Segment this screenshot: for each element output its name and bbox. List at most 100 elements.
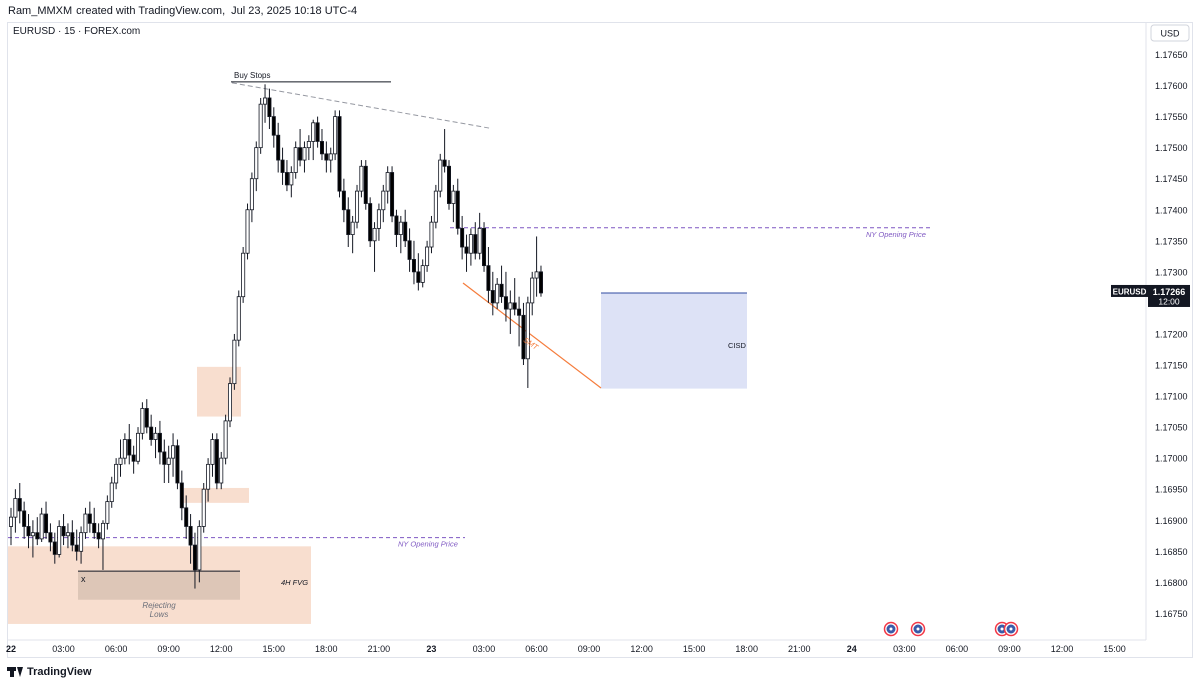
candle-body (512, 302, 517, 310)
candle-body (219, 457, 224, 484)
candle-body (403, 221, 408, 242)
candle (206, 458, 211, 502)
candle (503, 271, 508, 322)
candle-body (284, 172, 289, 186)
candle (39, 507, 44, 542)
time-tick-label: 15:00 (683, 644, 706, 654)
candle (394, 209, 399, 248)
candlestick-chart[interactable]: Buy Stops NY Opening Price NY Opening Pric… (0, 0, 1200, 658)
candle-body (372, 227, 377, 242)
price-tick-label: 1.16850 (1155, 547, 1188, 557)
time-tick-label: 21:00 (368, 644, 391, 654)
candle (17, 482, 22, 524)
tradingview-logo[interactable]: TradingView (7, 666, 92, 678)
price-tick-label: 1.17150 (1155, 361, 1188, 371)
candle-body (429, 221, 434, 248)
time-tick-label: 09:00 (998, 644, 1021, 654)
candle-body (337, 116, 342, 192)
currency-box (1150, 24, 1190, 42)
tradingview-brand: TradingView (27, 666, 92, 678)
candle (359, 160, 364, 198)
candle (482, 222, 487, 272)
candle-body (298, 147, 303, 161)
candle-body (227, 383, 232, 422)
candle (534, 236, 539, 297)
ny-opening-price-label-1: NY Opening Price (398, 540, 458, 549)
last-price-symbol: EURUSD (1113, 287, 1147, 296)
candle (140, 402, 145, 440)
tradingview-logo-icon (7, 667, 23, 677)
candle (333, 110, 338, 161)
candle (403, 209, 408, 248)
time-tick-label: 15:00 (262, 644, 285, 654)
time-tick-label: 03:00 (52, 644, 75, 654)
time-tick-label: 03:00 (473, 644, 496, 654)
candle (61, 514, 66, 546)
candle-body (57, 526, 62, 555)
candle-body (118, 457, 123, 465)
candle-body (508, 302, 513, 310)
candle-body (398, 221, 403, 235)
candle (530, 271, 535, 316)
price-tick-label: 1.17000 (1155, 454, 1188, 464)
candle (96, 523, 101, 549)
ny-opening-price-label-2: NY Opening Price (866, 230, 926, 239)
candle (109, 476, 114, 508)
candle (337, 110, 342, 198)
candle (460, 215, 465, 260)
symbol-label[interactable]: EURUSD · 15 · FOREX.com (13, 26, 141, 37)
price-tick-label: 1.17650 (1155, 50, 1188, 60)
candle-body (188, 526, 193, 546)
candle (425, 240, 430, 272)
candle (517, 296, 522, 347)
candle-body (179, 482, 184, 509)
candle (289, 166, 294, 198)
smt-line (462, 282, 602, 389)
candle-body (70, 532, 75, 546)
candle-body (105, 501, 110, 524)
candle-body (473, 234, 478, 254)
candle (451, 184, 456, 223)
candle-body (144, 408, 149, 428)
candle-body (140, 408, 145, 434)
candle (521, 302, 526, 365)
candle (175, 439, 180, 490)
candle-body (407, 240, 412, 260)
candle (368, 197, 373, 248)
last-price-countdown: 12:00 (1158, 296, 1180, 306)
candle (26, 514, 31, 549)
price-tick-label: 1.17200 (1155, 329, 1188, 339)
candle (122, 433, 127, 465)
candle (486, 247, 491, 303)
candle (74, 529, 79, 561)
candle-body (184, 507, 189, 527)
candle-body (306, 141, 311, 149)
candle-body (464, 246, 469, 254)
candle-body (455, 190, 460, 229)
time-tick-label: 06:00 (946, 644, 969, 654)
candle-body (359, 165, 364, 192)
candle (249, 172, 254, 223)
candle (48, 523, 53, 552)
candle-body (87, 513, 92, 524)
candle-body (477, 227, 482, 254)
candle-body (206, 463, 211, 490)
candle-body (376, 209, 381, 229)
candle-body (328, 153, 333, 161)
author-name[interactable]: Ram_MMXM (8, 5, 73, 17)
event-icon-dot (1000, 627, 1004, 631)
candle (420, 259, 425, 288)
candle-body (157, 432, 162, 453)
candle-body (201, 488, 206, 527)
time-tick-label: 09:00 (157, 644, 180, 654)
candle (468, 228, 473, 266)
candle (79, 526, 84, 564)
price-tick-label: 1.17600 (1155, 81, 1188, 91)
candle (236, 290, 241, 347)
price-tick-label: 1.17550 (1155, 112, 1188, 122)
candle-body (503, 296, 508, 310)
lines-layer (8, 81, 930, 572)
price-tick-label: 1.16950 (1155, 485, 1188, 495)
candle-body (315, 122, 320, 142)
candle (363, 160, 368, 210)
